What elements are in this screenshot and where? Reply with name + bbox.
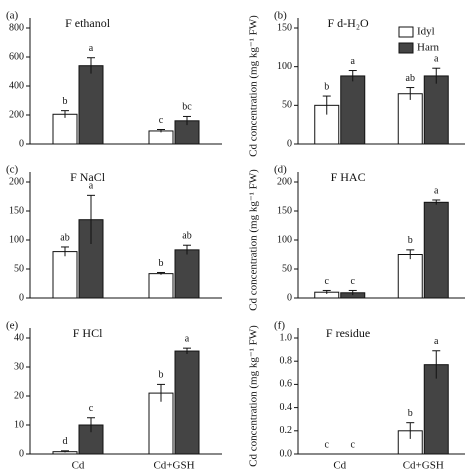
bar <box>397 254 423 299</box>
x-tick-label: Cd <box>333 460 346 472</box>
y-tick-label: 0 <box>287 138 292 149</box>
bar <box>52 113 78 145</box>
significance-letter: c <box>351 439 356 450</box>
y-axis-label: Cd concentration (mg kg⁻¹ FW) <box>248 325 260 467</box>
bar <box>423 364 449 455</box>
y-tick-label: 200 <box>9 109 24 120</box>
significance-letter: a <box>434 185 439 196</box>
x-tick-label: Cd <box>72 460 85 472</box>
bar <box>174 350 200 455</box>
y-tick-label: 150 <box>277 22 292 33</box>
panel-label: (f) <box>274 320 285 332</box>
significance-letter: ab <box>182 231 191 242</box>
significance-letter: b <box>63 96 68 107</box>
bar <box>340 75 366 145</box>
bar <box>52 251 78 299</box>
y-tick-label: 40 <box>14 332 24 343</box>
y-tick-label: 0 <box>19 448 24 459</box>
significance-letter: b <box>408 235 413 246</box>
panel-label: (d) <box>274 164 287 176</box>
panel-title: F NaCl <box>70 170 106 184</box>
y-tick-label: 400 <box>9 80 24 91</box>
legend-swatch <box>398 26 414 38</box>
panel-title: F residue <box>326 326 370 340</box>
y-tick-label: 0.8 <box>280 355 293 366</box>
y-tick-label: 0.0 <box>280 448 293 459</box>
y-tick-label: 30 <box>14 361 24 372</box>
x-tick-label: Cd+GSH <box>403 460 444 472</box>
significance-letter: d <box>63 436 68 447</box>
y-tick-label: 800 <box>9 22 24 33</box>
y-tick-label: 150 <box>9 205 24 216</box>
significance-letter: c <box>159 115 164 126</box>
y-tick-label: 600 <box>9 51 24 62</box>
bar <box>174 249 200 299</box>
bar <box>148 273 174 299</box>
significance-letter: c <box>351 276 356 287</box>
bar <box>78 65 104 145</box>
panel-label: (e) <box>6 320 19 332</box>
y-tick-label: 0.6 <box>280 379 293 390</box>
y-tick-label: 0.4 <box>280 402 293 413</box>
y-tick-label: 100 <box>277 61 292 72</box>
y-tick-label: 0 <box>287 292 292 303</box>
significance-letter: c <box>89 403 94 414</box>
y-tick-label: 0 <box>19 292 24 303</box>
significance-letter: ab <box>60 232 69 243</box>
y-axis-label: Cd concentration (mg kg⁻¹ FW) <box>248 169 260 311</box>
panel-label: (b) <box>274 10 287 22</box>
legend-label: Idyl <box>417 26 435 38</box>
significance-letter: a <box>89 43 94 54</box>
y-tick-label: 50 <box>14 263 24 274</box>
bar <box>423 201 449 299</box>
legend-label: Harn <box>417 42 439 54</box>
x-tick-label: Cd+GSH <box>153 460 194 472</box>
panel-title: F HCl <box>73 326 103 340</box>
bar <box>148 130 174 145</box>
significance-letter: c <box>325 439 330 450</box>
significance-letter: a <box>351 56 356 67</box>
significance-letter: a <box>434 54 439 65</box>
panel-title: F ethanol <box>65 16 111 30</box>
y-tick-label: 100 <box>277 234 292 245</box>
y-tick-label: 50 <box>282 100 292 111</box>
significance-letter: ab <box>406 73 415 84</box>
panel-label: (a) <box>6 10 19 22</box>
bar <box>148 392 174 455</box>
y-tick-label: 20 <box>14 390 24 401</box>
significance-letter: bc <box>182 102 192 113</box>
y-tick-label: 50 <box>282 263 292 274</box>
significance-letter: b <box>159 258 164 269</box>
panel-label: (c) <box>6 164 19 176</box>
panel-title: F HAC <box>331 170 366 184</box>
y-tick-label: 150 <box>277 205 292 216</box>
significance-letter: a <box>185 333 190 344</box>
significance-letter: a <box>434 336 439 347</box>
legend-swatch <box>398 42 414 54</box>
y-tick-label: 1.0 <box>280 332 293 343</box>
significance-letter: b <box>408 408 413 419</box>
significance-letter: b <box>324 81 329 92</box>
significance-letter: b <box>159 370 164 381</box>
bar <box>423 75 449 145</box>
significance-letter: a <box>89 181 94 192</box>
y-tick-label: 100 <box>9 234 24 245</box>
panel-title: F d-H₂O <box>328 16 370 30</box>
y-tick-label: 10 <box>14 419 24 430</box>
significance-letter: c <box>325 276 330 287</box>
y-tick-label: 0.2 <box>280 425 293 436</box>
y-tick-label: 200 <box>9 176 24 187</box>
y-axis-label: Cd concentration (mg kg⁻¹ FW) <box>248 15 260 157</box>
y-tick-label: 0 <box>19 138 24 149</box>
bar <box>397 93 423 145</box>
y-tick-label: 200 <box>277 176 292 187</box>
